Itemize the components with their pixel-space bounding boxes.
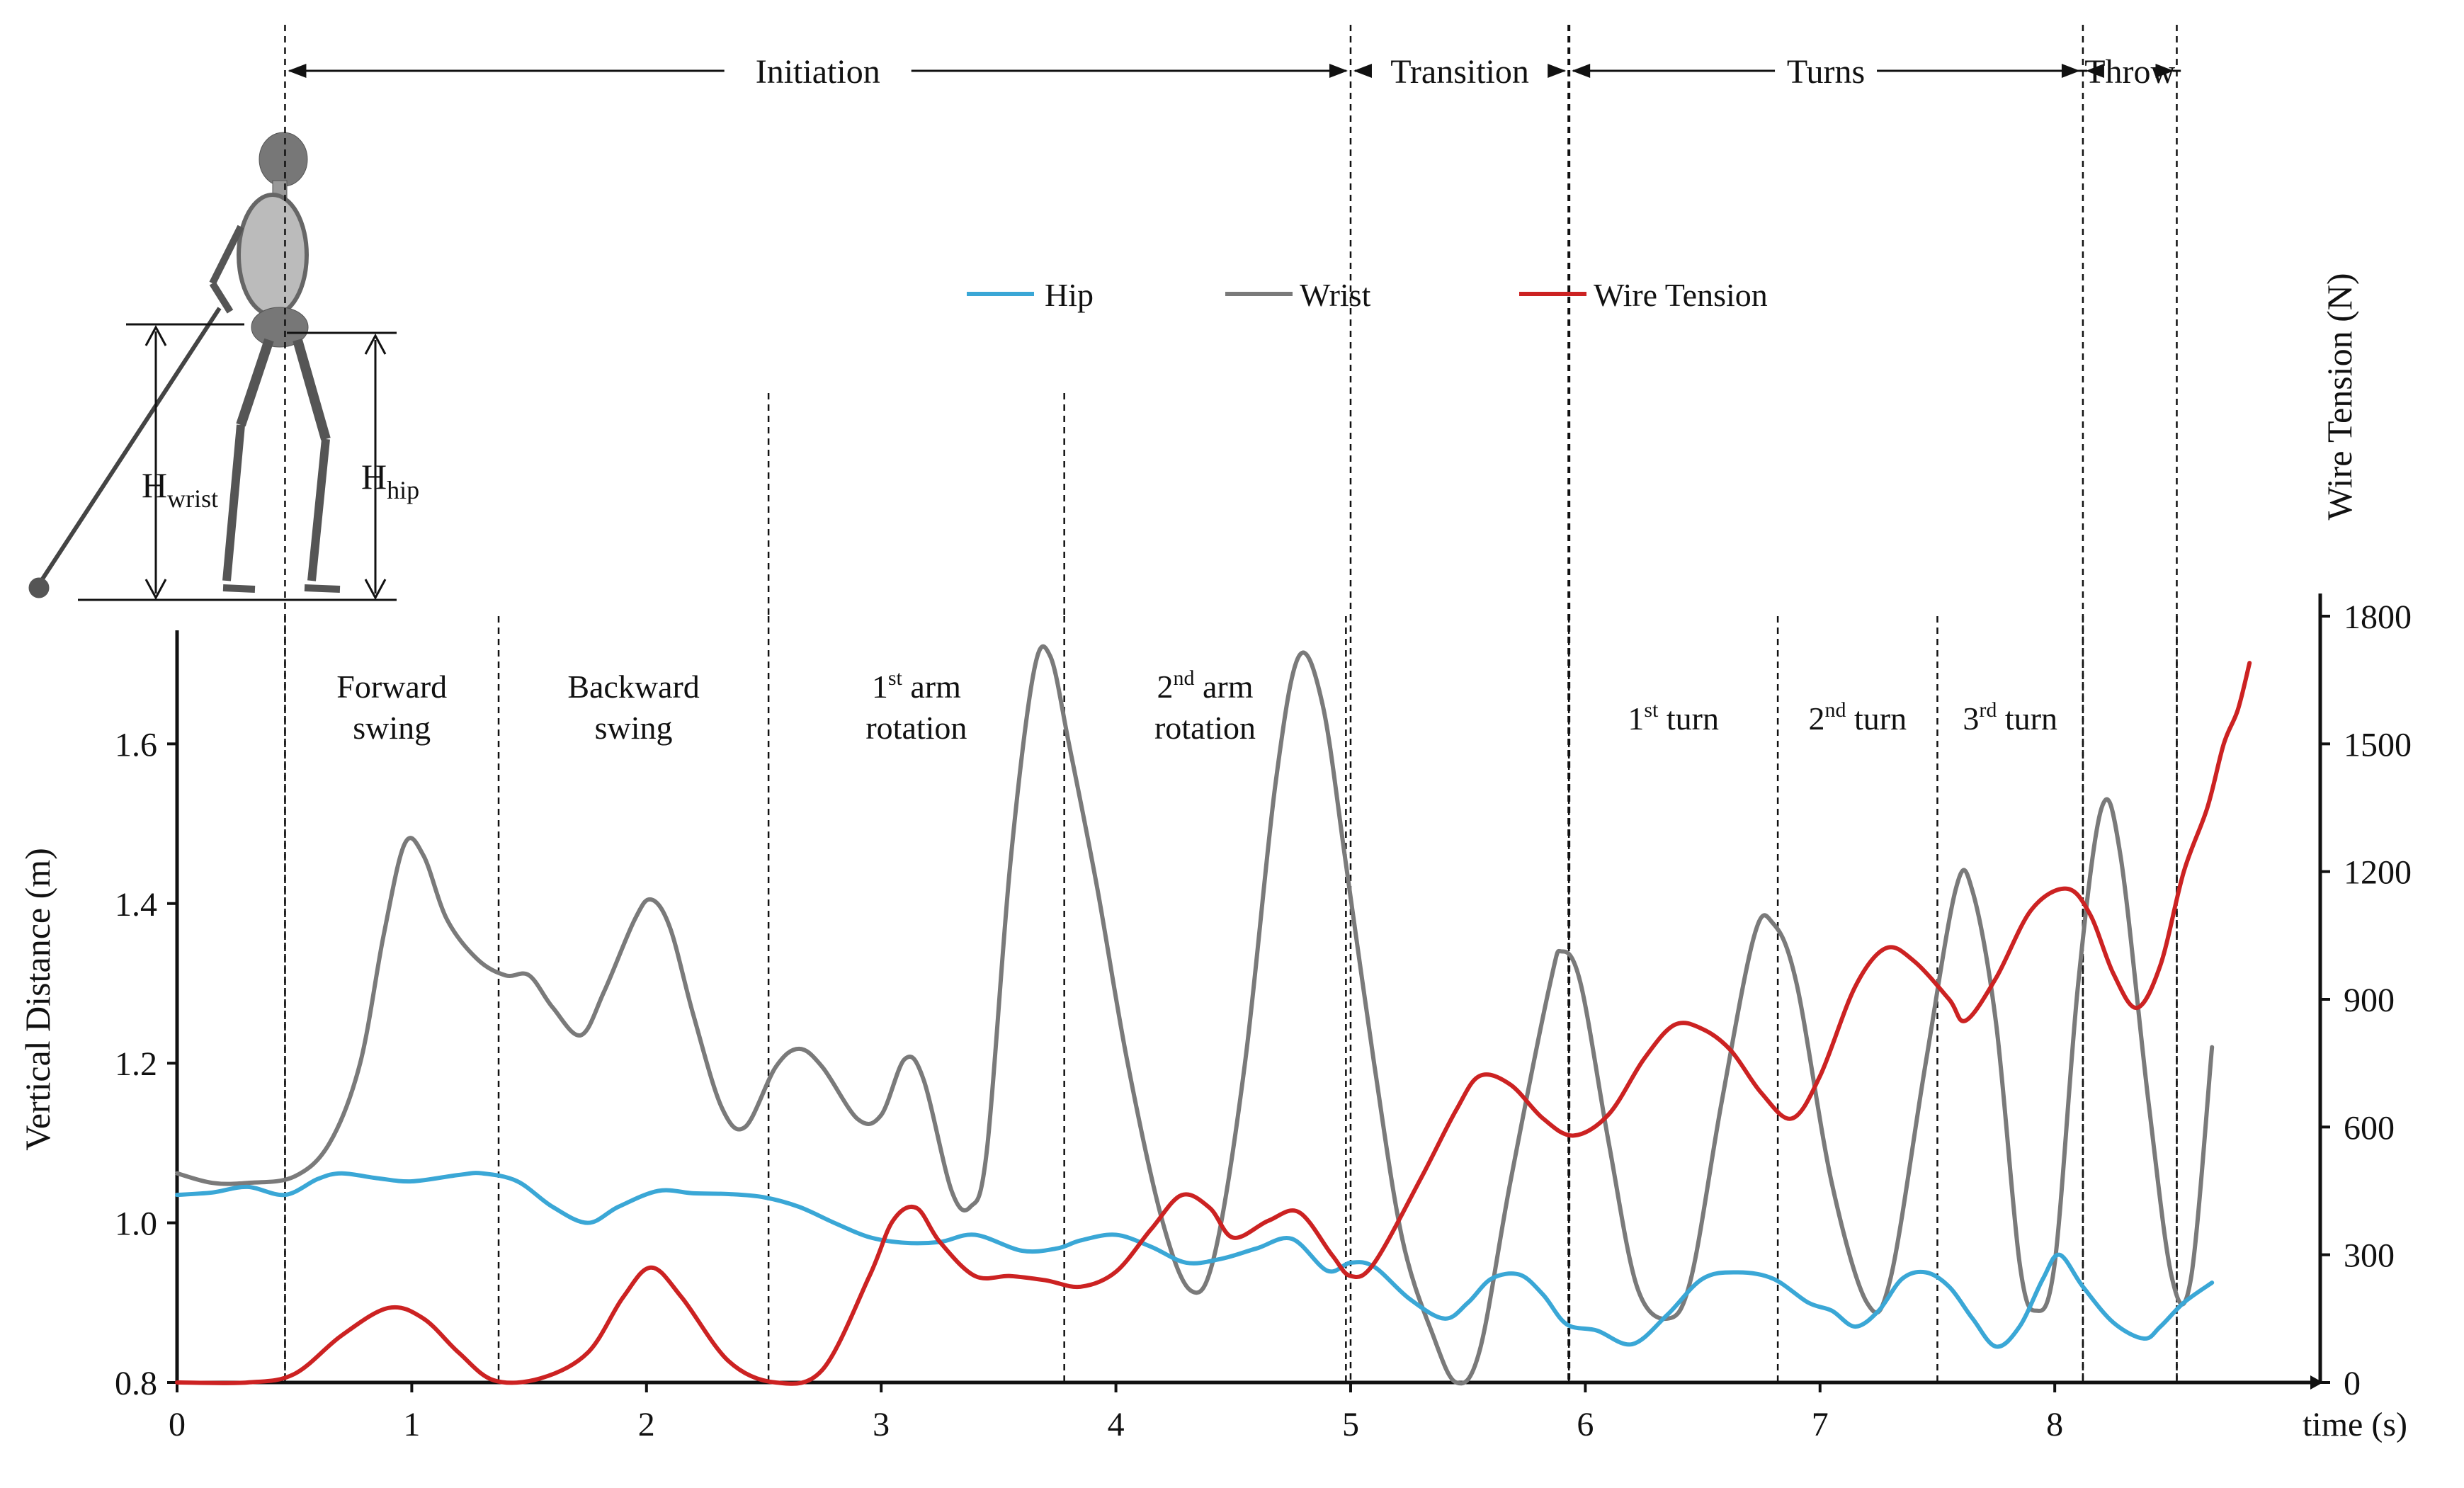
x-tick-label: 0 xyxy=(169,1406,186,1443)
phase-label: Turns xyxy=(1787,53,1865,91)
y-tick-label-left: 1.0 xyxy=(115,1205,157,1243)
phase-arrow-head xyxy=(1353,64,1372,78)
phase-arrow-head xyxy=(1548,64,1567,78)
subphase-label: 3rd turn xyxy=(1963,698,2057,737)
phase-arrow-head xyxy=(1329,64,1348,78)
legend: Hip Wrist Wire Tension xyxy=(967,277,1768,313)
labels-layer: Forward swing Backward swing 1st arm rotation… xyxy=(142,457,2057,746)
phase-arrow-head xyxy=(288,64,307,78)
y-tick-label-left: 1.4 xyxy=(115,886,157,924)
subphase-label: Backward xyxy=(567,669,699,705)
series-line-wrist xyxy=(175,644,2215,1386)
phase-arrow-head xyxy=(2155,64,2174,78)
x-tick-label: 3 xyxy=(873,1406,890,1443)
subphase-label-line2: swing xyxy=(353,710,431,746)
x-tick-label: 7 xyxy=(1812,1406,1829,1443)
y-axis-title-left: Vertical Distance (m) xyxy=(18,848,57,1151)
series-layer xyxy=(175,644,2252,1386)
x-tick-label: 8 xyxy=(2046,1406,2063,1443)
h-wrist-label: Hwrist xyxy=(142,465,218,513)
y-tick-label-left: 0.8 xyxy=(115,1365,157,1402)
y-tick-label-right: 1800 xyxy=(2344,598,2412,636)
x-tick-label: 6 xyxy=(1577,1406,1594,1443)
legend-label: Wire Tension xyxy=(1594,277,1768,313)
x-tick-label: 5 xyxy=(1342,1406,1359,1443)
series-line-wire-tension xyxy=(175,661,2252,1386)
subphase-label-line2: swing xyxy=(595,710,673,746)
x-tick-label: 2 xyxy=(638,1406,655,1443)
x-tick-label: 1 xyxy=(403,1406,420,1443)
subphase-label: Forward xyxy=(336,669,447,705)
x-tick-label: 4 xyxy=(1108,1406,1125,1443)
y-tick-label-right: 1500 xyxy=(2344,726,2412,763)
x-axis-arrow xyxy=(2310,1375,2323,1390)
y-tick-label-right: 600 xyxy=(2344,1109,2395,1147)
axes-layer: 0 1 2 3 4 5 6 7 8 time (s) 0.8 1.0 1.2 1.4 1.6 Vertical… xyxy=(18,273,2412,1443)
legend-label: Wrist xyxy=(1300,277,1371,313)
skeleton-illustration xyxy=(28,132,341,598)
height-markers xyxy=(78,323,397,601)
y-tick-label-right: 0 xyxy=(2344,1365,2361,1402)
series-line-hip xyxy=(175,1171,2215,1349)
y-tick-label-right: 300 xyxy=(2344,1237,2395,1275)
phase-layer: Initiation Transition Turns Throw xyxy=(284,25,2181,1382)
y-tick-label-left: 1.2 xyxy=(115,1045,157,1083)
subphase-label: 1st turn xyxy=(1628,698,1719,737)
h-hip-label: Hhip xyxy=(361,457,419,504)
phase-arrow-head xyxy=(1572,64,1591,78)
subphase-label: 1st arm xyxy=(872,666,961,705)
subphase-label-line2: rotation xyxy=(1154,710,1256,746)
subphase-label-line2: rotation xyxy=(865,710,967,746)
subphase-label: 2nd arm xyxy=(1157,666,1254,705)
phase-label: Transition xyxy=(1390,53,1529,91)
y-tick-label-left: 1.6 xyxy=(115,726,157,763)
phase-label: Initiation xyxy=(756,53,880,91)
phase-arrow-head xyxy=(2085,64,2104,78)
legend-label: Hip xyxy=(1045,277,1094,313)
x-axis-title: time (s) xyxy=(2303,1406,2407,1443)
phase-arrow-head xyxy=(2061,64,2080,78)
y-axis-title-right: Wire Tension (N) xyxy=(2320,273,2359,520)
subphase-label: 2nd turn xyxy=(1808,698,1907,737)
y-tick-label-right: 1200 xyxy=(2344,854,2412,892)
y-tick-label-right: 900 xyxy=(2344,982,2395,1019)
